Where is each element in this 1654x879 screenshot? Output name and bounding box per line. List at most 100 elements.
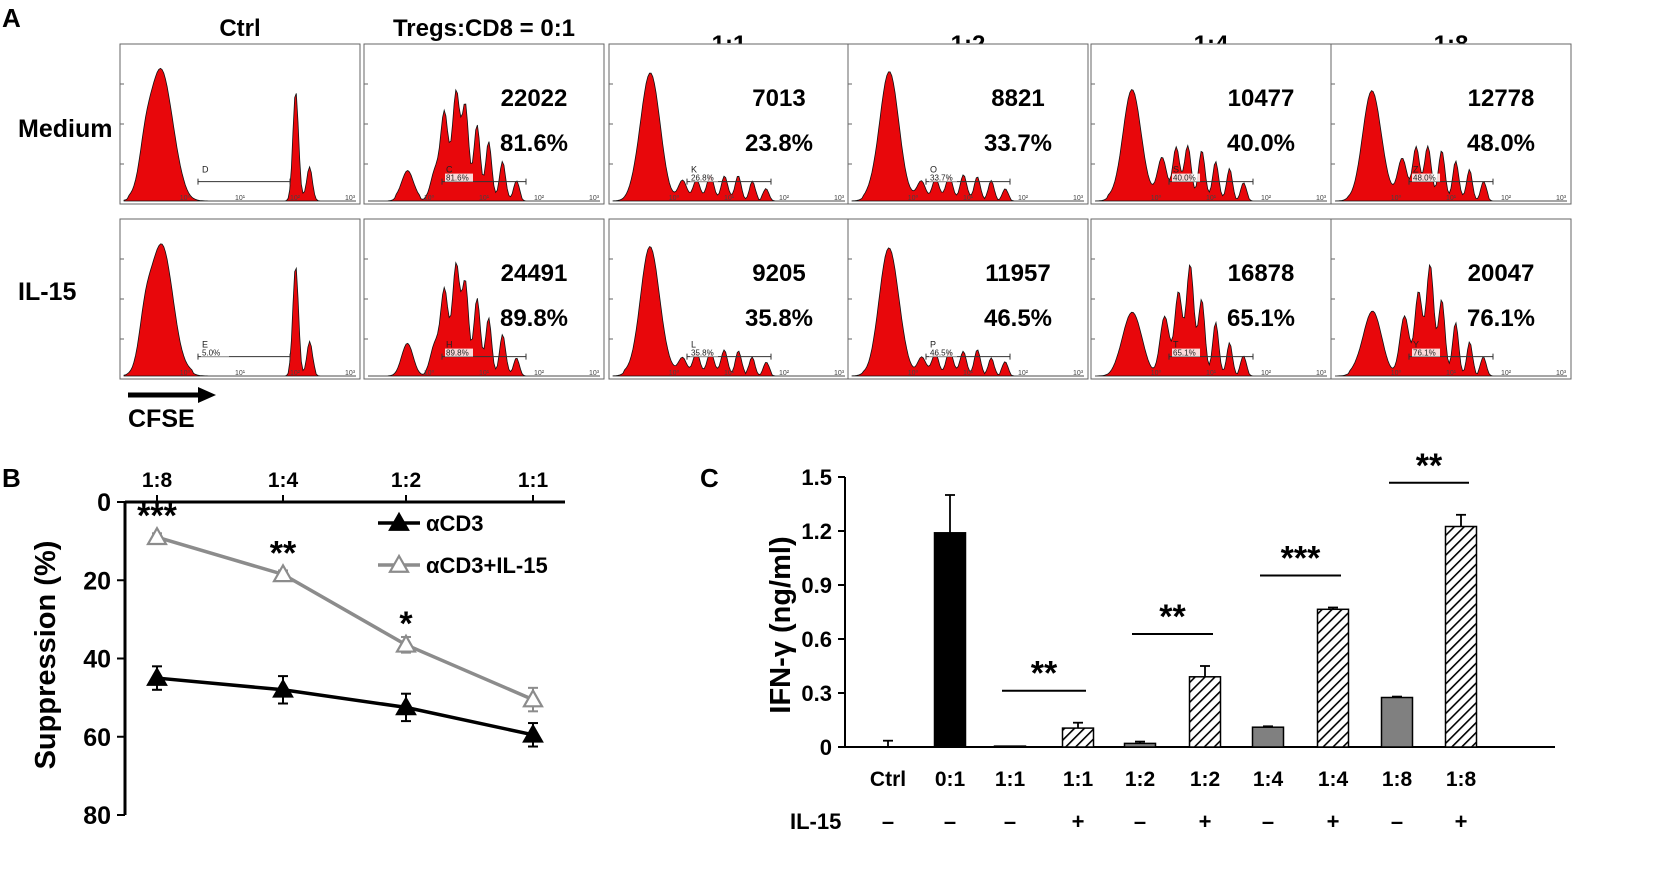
y-tick-label: 0 [820,735,832,760]
x-tick-label: 10¹ [963,370,974,377]
cfse-label: CFSE [128,405,195,433]
x-tick-label: 10² [779,370,790,377]
x-tick-label: 10¹ [479,370,490,377]
x-tick-label: 10³ [1073,195,1084,202]
gate-label-bg [1172,348,1200,357]
y-tick-label: 20 [83,567,111,595]
significance-star: *** [137,497,177,535]
x-tick-label: 10² [1018,370,1029,377]
data-point [522,723,544,743]
x-tick-label: 10³ [834,195,845,202]
event-count: 9205 [752,260,805,287]
x-tick-label: 10² [1501,370,1512,377]
bar [1444,525,1478,748]
legend-marker [388,553,410,573]
y-tick-label: 40 [83,646,111,674]
x-tick-label: 10¹ [963,195,974,202]
event-count: 10477 [1228,85,1295,112]
histogram-fill [851,71,1084,202]
panel-label-c: C [700,463,719,493]
x-tick-label: 10⁰ [669,369,680,377]
cfse-arrowhead [198,387,216,403]
x-tick-label: 10³ [345,370,356,377]
bar [1123,742,1157,748]
il15-sign: + [1199,809,1212,834]
il15-sign: – [1391,809,1403,834]
histogram-fill [612,246,845,377]
x-tick-label: 10² [534,370,545,377]
gate-letter: D [202,165,209,175]
gate-percent: 48.0% [1413,174,1436,183]
x-tick-label: 1:8 [142,469,173,492]
event-count: 11957 [985,260,1050,287]
gate-letter: E [202,340,208,350]
y-tick-label: 60 [83,724,111,752]
significance-star: * [399,605,413,643]
gate-percent: 81.6% [446,174,469,183]
proliferation-percent: 76.1% [1467,305,1535,332]
gate-letter: K [691,165,697,175]
x-tick-label: 10³ [589,195,600,202]
y-tick-label: 0.3 [801,681,832,706]
gate-label-bg [445,173,473,182]
bar [933,532,967,748]
x-tick-label: 10⁰ [1391,369,1402,377]
gate-label-bg [1172,173,1200,182]
gate-label-bg [929,348,957,357]
proliferation-percent: 35.8% [745,305,813,332]
significance-star: ** [270,534,297,572]
gate-letter: T [1173,340,1179,350]
proliferation-percent: 46.5% [984,305,1052,332]
x-tick-label: 10² [1261,370,1272,377]
il15-sign: + [1327,809,1340,834]
bar [1316,608,1350,748]
significance-star: ** [1031,655,1058,693]
column-header: Tregs:CD8 = 0:1 [393,15,575,42]
proliferation-percent: 65.1% [1227,305,1295,332]
proliferation-percent: 81.6% [500,130,568,157]
il15-sign: – [882,809,894,834]
gate-label-bg [1412,348,1440,357]
x-tick-label: 10⁰ [1151,369,1162,377]
event-count: 16878 [1228,260,1295,287]
panel-label-a: A [2,3,21,33]
x-tick-label: 10² [1501,195,1512,202]
y-tick-label: 1.2 [801,519,832,544]
gate-letter: P [930,340,936,350]
x-tick-label: 10³ [1556,195,1567,202]
x-tick-label: 10² [290,370,301,377]
series-line-acd3 [156,676,534,737]
data-point [395,633,417,653]
il15-sign: + [1455,809,1468,834]
bar [1061,727,1095,748]
significance-star: *** [1281,540,1321,578]
histogram-fill [368,261,600,377]
histogram-fill [368,88,600,202]
bar [1188,676,1222,748]
panel-c-ifng-chart: IFN-γ (ng/ml) 0 0.3 0.6 0.9 1.2 1.5 Ctrl – 0:1 – 1… [765,447,1555,834]
data-point [272,563,294,583]
column-header: Ctrl [219,15,260,42]
x-tick-label: 10⁰ [908,369,919,377]
x-tick-label: 10² [534,195,545,202]
gate-percent: 89.8% [446,349,469,358]
y-tick-label: 0 [97,489,111,517]
x-tick-label: 10¹ [1206,195,1217,202]
x-tick-label: 10⁰ [1151,194,1162,202]
proliferation-percent: 33.7% [984,130,1052,157]
histogram-fill [123,243,356,377]
x-tick-label: 10³ [834,370,845,377]
x-tick-label: 10³ [345,195,356,202]
x-tick-label: 1:2 [1190,768,1220,791]
panel-b-suppression-chart: Suppression (%) 1:8 1:4 1:2 1:1020406080***… [30,469,565,830]
histogram-cell: 10⁰ 10¹ 10² 10³ D [119,43,361,205]
x-tick-label: 10⁰ [424,369,435,377]
x-tick-label: 1:4 [268,469,299,492]
series-line-acd3-il15 [156,535,534,702]
x-tick-label: 10⁰ [669,194,680,202]
